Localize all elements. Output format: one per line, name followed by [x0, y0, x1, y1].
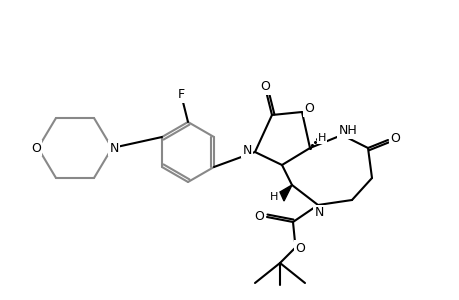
Text: N: N [242, 143, 251, 157]
Text: NH: NH [338, 124, 357, 137]
Text: O: O [303, 103, 313, 116]
Text: F: F [177, 88, 184, 101]
Text: N: N [313, 206, 323, 220]
Text: H: H [269, 192, 278, 202]
Text: O: O [294, 242, 304, 254]
Text: H: H [317, 133, 325, 143]
Text: N: N [109, 142, 118, 154]
Polygon shape [280, 185, 291, 201]
Text: O: O [31, 142, 41, 154]
Text: O: O [259, 80, 269, 94]
Text: O: O [389, 131, 399, 145]
Text: O: O [253, 209, 263, 223]
